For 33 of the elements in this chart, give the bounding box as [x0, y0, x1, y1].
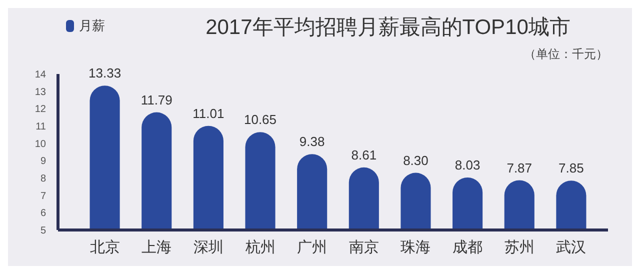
x-tick-label: 武汉 — [556, 239, 586, 256]
x-tick-label: 成都 — [452, 239, 483, 256]
text: 8.03 — [454, 157, 480, 172]
x-tick-label: 杭州 — [244, 239, 276, 256]
text: 13.33 — [88, 66, 122, 81]
x-tick-label: 广州 — [297, 239, 328, 256]
x-tick-label: 上海 — [142, 239, 172, 256]
y-tick-label: 12 — [34, 104, 46, 116]
text: 7.85 — [558, 160, 584, 176]
y-tick-label: 7 — [40, 190, 46, 202]
x-tick-label: 深圳 — [193, 239, 224, 256]
chart-title: 2017年平均招聘月薪最高的TOP10城市 — [206, 16, 570, 39]
text: 11.01 — [192, 106, 224, 121]
y-tick-label: 6 — [40, 208, 46, 220]
text: 9.38 — [299, 134, 325, 150]
x-tick-label: 北京 — [90, 239, 120, 256]
text: 11.79 — [140, 92, 172, 108]
text: 8.61 — [351, 147, 377, 162]
y-tick-label: 10 — [34, 138, 46, 150]
x-tick-label: 苏州 — [504, 239, 534, 256]
x-tick-label: 珠海 — [400, 239, 431, 256]
y-tick-label: 11 — [36, 122, 46, 132]
y-tick-label: 8 — [40, 174, 46, 184]
y-tick-label: 9 — [40, 156, 46, 168]
y-tick-label: 5 — [40, 226, 46, 236]
y-tick-label: 14 — [34, 70, 46, 80]
y-tick-label: 13 — [34, 86, 46, 98]
chart-subtitle: （单位：千元） — [524, 47, 608, 61]
text: 8.30 — [403, 152, 428, 168]
x-tick-label: 南京 — [348, 239, 379, 256]
legend-label: 月薪 — [79, 18, 105, 33]
text: 10.65 — [244, 112, 277, 128]
text: 7.87 — [506, 160, 532, 176]
